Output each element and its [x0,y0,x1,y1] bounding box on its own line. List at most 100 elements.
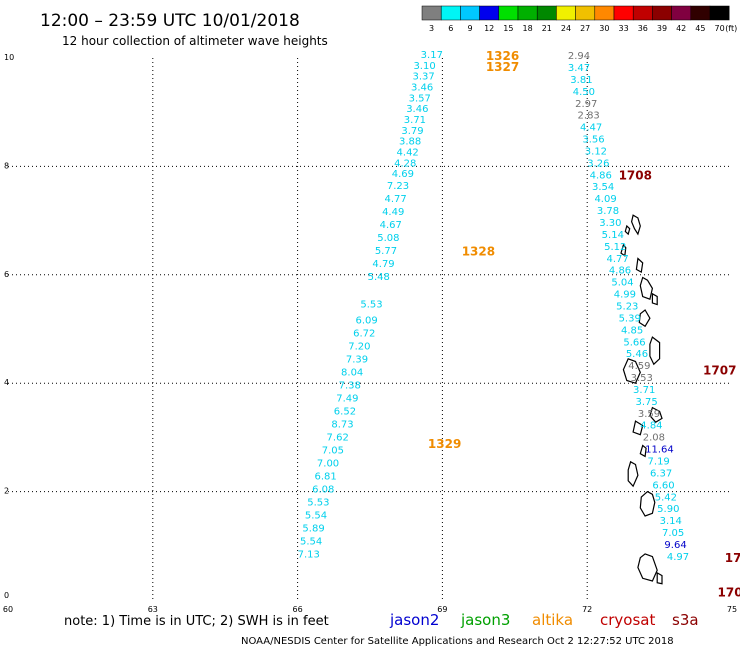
wave-height-value: 9.64 [664,540,686,551]
island-outline [624,224,631,236]
wave-height-value: 4.09 [594,194,616,205]
wave-height-value: 4.84 [640,421,662,432]
wave-height-value: 2.08 [643,433,665,444]
axis-ticks: 60 63 66 69 72 75 0 2 4 6 8 10 [3,53,737,614]
wave-height-value: 3.81 [570,75,592,86]
wave-height-value: 3.53 [631,373,653,384]
scale-swatch [709,5,730,21]
scale-label: 30 [599,24,609,33]
x-tick-label: 69 [437,605,447,614]
scale-swatch [594,5,615,21]
scale-label: 70 [715,24,725,33]
wave-height-value: 3.26 [587,158,609,169]
scale-swatch [652,5,672,21]
satellite-legend: jason2 jason3 altika cryosat s3a [389,611,699,629]
wave-height-value: 2.83 [578,111,600,122]
wave-height-value: 5.54 [300,537,322,548]
wave-height-value: 6.08 [312,485,334,496]
wave-height-value: 5.53 [307,498,329,509]
wave-height-value: 6.81 [314,472,336,483]
wave-height-value: 7.23 [387,181,409,192]
wave-height-values: 3.173.103.373.463.573.463.713.793.884.42… [298,50,690,563]
island-outline [639,276,654,301]
scale-swatch [632,5,653,21]
pass-label: 1708 [619,168,652,182]
satellite-name: s3a [672,611,699,629]
island-outline [635,257,644,274]
satellite-name: jason3 [460,611,510,629]
island-outline [632,420,644,436]
wave-height-value: 3.88 [399,137,421,148]
wave-height-value: 4.77 [607,254,629,265]
wave-height-value: 2.97 [575,99,597,110]
scale-swatch [440,5,461,21]
wave-height-value: 3.46 [406,104,428,115]
wave-height-value: 3.10 [413,61,435,72]
wave-height-value: 4.77 [384,194,406,205]
wave-height-value: 5.12 [604,242,626,253]
wave-height-value: 6.37 [650,468,672,479]
wave-height-value: 5.42 [655,492,677,503]
satellite-name: altika [532,611,573,629]
scale-label: 6 [448,24,453,33]
scale-label: 15 [503,24,513,33]
scale-label: 33 [619,24,629,33]
wave-height-value: 5.66 [623,337,645,348]
wave-height-value: 5.08 [377,233,399,244]
wave-height-value: 3.47 [568,63,590,74]
scale-label: 42 [676,24,686,33]
wave-height-value: 4.42 [397,148,419,159]
x-tick-label: 60 [3,605,13,614]
wave-height-value: 3.75 [635,397,657,408]
y-tick-label: 10 [4,53,14,62]
island-outline [639,444,647,458]
y-tick-label: 4 [4,378,9,387]
scale-swatch [575,5,596,21]
wave-height-value: 8.73 [331,420,353,431]
footer-note: note: 1) Time is in UTC; 2) SWH is in fe… [64,614,329,629]
wave-height-value: 4.59 [628,361,650,372]
wave-height-value: 7.05 [662,528,684,539]
wave-height-value: 7.39 [346,355,368,366]
wave-height-value: 3.71 [633,385,655,396]
scale-swatch [613,5,634,21]
wave-height-value: 3.79 [401,126,423,137]
wave-height-value: 5.04 [611,278,633,289]
island-outline [638,309,651,328]
island-outline [622,358,641,384]
wave-height-value: 7.49 [336,394,358,405]
island-outline [620,243,627,257]
wave-height-value: 3.12 [585,146,607,157]
island-outlines [620,214,663,585]
wave-height-value: 3.59 [638,409,660,420]
wave-height-value: 4.67 [380,220,402,231]
wave-height-value: 6.60 [652,480,674,491]
wave-height-value: 7.13 [298,550,320,561]
island-outline [649,406,663,423]
island-outline [649,336,661,366]
scale-label: 18 [523,24,533,33]
wave-height-value: 11.64 [645,445,674,456]
y-tick-label: 0 [4,591,9,600]
wave-height-value: 4.86 [609,266,631,277]
island-outline [651,292,658,306]
scale-label: 45 [695,24,705,33]
wave-height-value: 4.49 [382,207,404,218]
scale-label: 24 [561,24,571,33]
footer-credit: NOAA/NESDIS Center for Satellite Applica… [241,636,674,647]
x-tick-label: 72 [582,605,592,614]
wave-height-value: 5.53 [360,299,382,310]
scale-swatch [556,5,576,21]
wave-height-value: 5.77 [375,246,397,257]
color-scale-legend: 3 6 9 12 15 18 21 24 27 30 33 36 39 42 45 70 (ft) [421,5,737,33]
wave-height-value: 5.23 [616,301,638,312]
scale-label: 9 [467,24,472,33]
scale-swatch [671,5,692,21]
x-tick-label: 66 [293,605,303,614]
wave-height-value: 3.71 [404,115,426,126]
wave-height-value: 2.94 [568,51,590,62]
wave-height-value: 4.69 [392,169,414,180]
wave-height-value: 3.57 [409,93,431,104]
x-tick-label: 63 [148,605,158,614]
